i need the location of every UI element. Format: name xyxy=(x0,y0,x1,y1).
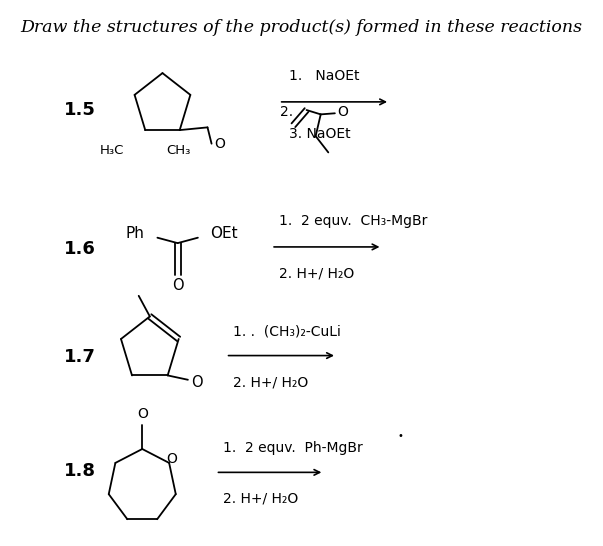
Text: 3. NaOEt: 3. NaOEt xyxy=(289,127,350,141)
Text: 1.7: 1.7 xyxy=(64,348,96,366)
Text: OEt: OEt xyxy=(210,226,238,241)
Text: 1. .  (CH₃)₂-CuLi: 1. . (CH₃)₂-CuLi xyxy=(233,325,341,339)
Text: 2. H+/ H₂O: 2. H+/ H₂O xyxy=(233,376,309,390)
Text: H₃C: H₃C xyxy=(99,144,124,157)
Text: Ph: Ph xyxy=(126,226,145,241)
Text: CH₃: CH₃ xyxy=(166,144,191,157)
Text: 1.6: 1.6 xyxy=(64,240,96,258)
Text: O: O xyxy=(191,375,203,390)
Text: O: O xyxy=(166,452,178,466)
Text: 2. H+/ H₂O: 2. H+/ H₂O xyxy=(223,491,298,506)
Text: O: O xyxy=(214,136,225,151)
Text: O: O xyxy=(172,278,183,293)
Text: 1.   NaOEt: 1. NaOEt xyxy=(289,69,359,84)
Text: 2.: 2. xyxy=(280,105,294,119)
Text: 1.5: 1.5 xyxy=(64,101,96,119)
Text: 1.8: 1.8 xyxy=(64,462,96,480)
Text: •: • xyxy=(397,431,403,441)
Text: O: O xyxy=(337,105,348,118)
Text: O: O xyxy=(137,407,148,421)
Text: 2. H+/ H₂O: 2. H+/ H₂O xyxy=(279,266,354,280)
Text: 1.  2 equv.  Ph-MgBr: 1. 2 equv. Ph-MgBr xyxy=(223,441,363,455)
Text: Draw the structures of the product(s) formed in these reactions: Draw the structures of the product(s) fo… xyxy=(21,19,582,36)
Text: 1.  2 equv.  CH₃-MgBr: 1. 2 equv. CH₃-MgBr xyxy=(279,215,427,228)
